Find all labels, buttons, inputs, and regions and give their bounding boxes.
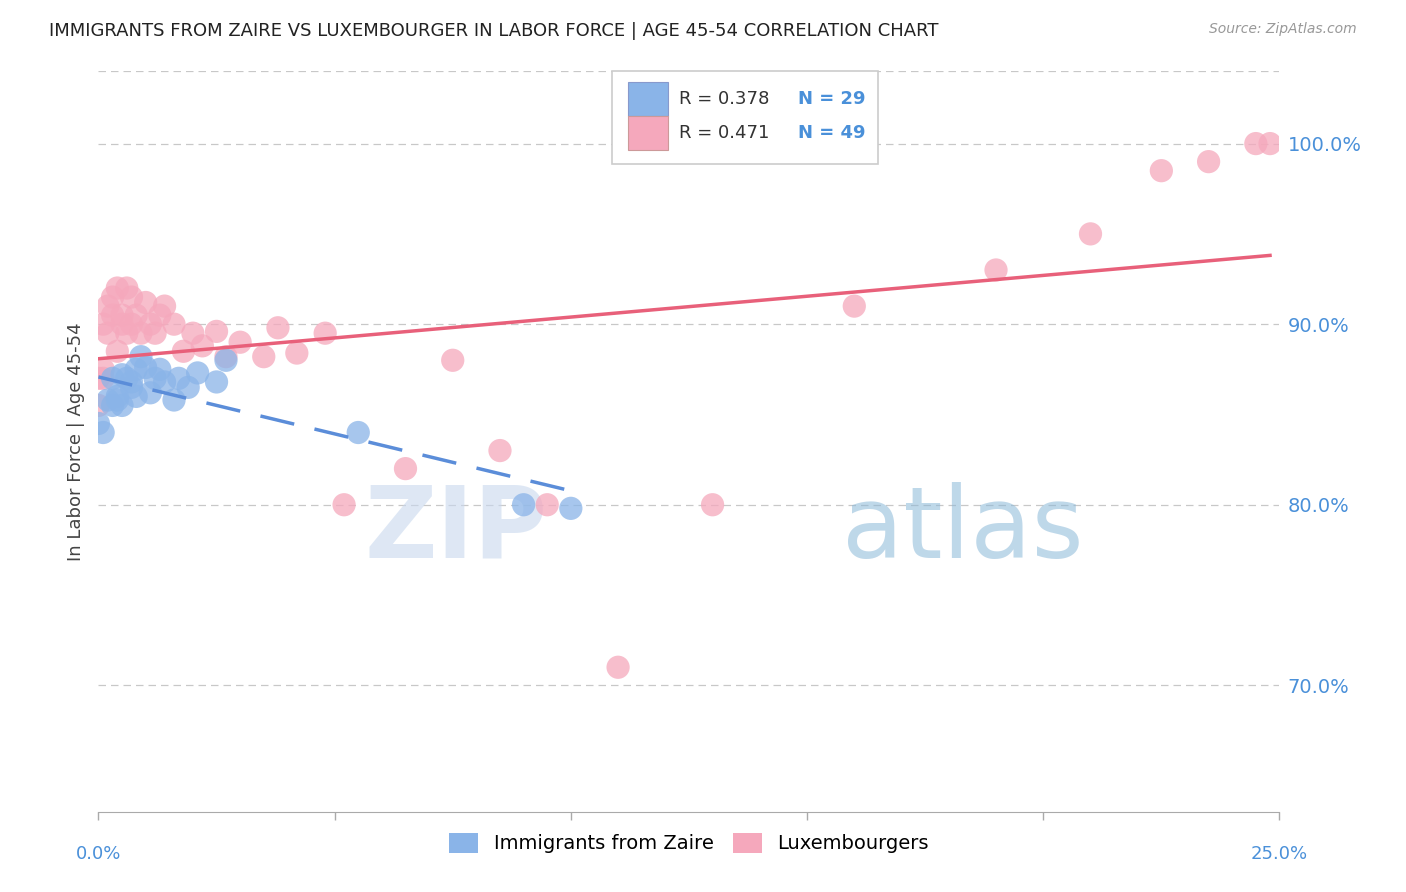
Point [536, 498, 558, 512]
Point [215, 350, 238, 364]
Point [314, 326, 336, 341]
Point [91, 317, 114, 331]
Point [129, 350, 152, 364]
Point [1198, 154, 1220, 169]
Point [101, 371, 124, 385]
Y-axis label: In Labor Force | Age 45-54: In Labor Force | Age 45-54 [66, 322, 84, 561]
Point [984, 263, 1007, 277]
Text: 25.0%: 25.0% [1251, 845, 1308, 863]
Point [333, 498, 356, 512]
Text: R = 0.378: R = 0.378 [679, 90, 770, 108]
FancyBboxPatch shape [627, 82, 668, 116]
Text: R = 0.471: R = 0.471 [679, 124, 770, 142]
Point [215, 353, 238, 368]
Point [87, 371, 110, 385]
Point [1150, 163, 1173, 178]
Point [139, 317, 162, 331]
Point [844, 299, 866, 313]
Point [560, 501, 582, 516]
Point [97, 392, 120, 407]
Point [187, 366, 209, 380]
Point [129, 326, 152, 341]
Point [121, 290, 143, 304]
Text: 0.0%: 0.0% [76, 845, 121, 863]
Point [267, 320, 290, 334]
Point [153, 375, 176, 389]
Text: atlas: atlas [842, 482, 1084, 579]
Point [121, 380, 143, 394]
Point [285, 346, 308, 360]
Point [97, 299, 120, 313]
Point [91, 371, 114, 385]
Point [191, 339, 214, 353]
Point [115, 371, 138, 385]
Point [347, 425, 370, 440]
Point [253, 350, 276, 364]
Point [1080, 227, 1102, 241]
Point [163, 392, 186, 407]
Point [105, 281, 128, 295]
Point [1244, 136, 1267, 151]
Point [489, 443, 512, 458]
Point [125, 308, 148, 322]
Point [121, 375, 143, 389]
Text: ZIP: ZIP [364, 482, 547, 579]
Point [91, 425, 114, 440]
Point [97, 326, 120, 341]
FancyBboxPatch shape [627, 116, 668, 150]
Point [101, 308, 124, 322]
Point [512, 498, 534, 512]
Point [205, 375, 228, 389]
Point [153, 299, 176, 313]
Point [105, 344, 128, 359]
Point [163, 317, 186, 331]
Point [111, 368, 134, 382]
Point [87, 399, 110, 413]
Point [607, 660, 630, 674]
Point [143, 326, 166, 341]
Point [111, 308, 134, 322]
Point [115, 281, 138, 295]
Point [1258, 136, 1281, 151]
Point [394, 461, 416, 475]
Point [139, 385, 162, 400]
Point [135, 360, 157, 375]
Point [167, 371, 190, 385]
Point [101, 399, 124, 413]
Text: Source: ZipAtlas.com: Source: ZipAtlas.com [1209, 22, 1357, 37]
Point [441, 353, 464, 368]
Point [101, 290, 124, 304]
Point [229, 335, 252, 350]
Point [111, 399, 134, 413]
Point [181, 326, 204, 341]
Point [149, 308, 172, 322]
Text: IMMIGRANTS FROM ZAIRE VS LUXEMBOURGER IN LABOR FORCE | AGE 45-54 CORRELATION CHA: IMMIGRANTS FROM ZAIRE VS LUXEMBOURGER IN… [49, 22, 939, 40]
Point [125, 362, 148, 376]
Point [149, 362, 172, 376]
Point [105, 392, 128, 407]
Text: N = 29: N = 29 [797, 90, 865, 108]
Point [177, 380, 200, 394]
Point [91, 362, 114, 376]
Point [205, 325, 228, 339]
FancyBboxPatch shape [612, 71, 877, 164]
Point [135, 295, 157, 310]
Point [115, 326, 138, 341]
Point [111, 317, 134, 331]
Point [702, 498, 724, 512]
Point [172, 344, 194, 359]
Point [121, 317, 143, 331]
Text: N = 49: N = 49 [797, 124, 865, 142]
Point [125, 389, 148, 403]
Point [143, 371, 166, 385]
Point [105, 389, 128, 403]
Point [87, 417, 110, 431]
Legend: Immigrants from Zaire, Luxembourgers: Immigrants from Zaire, Luxembourgers [441, 825, 936, 862]
